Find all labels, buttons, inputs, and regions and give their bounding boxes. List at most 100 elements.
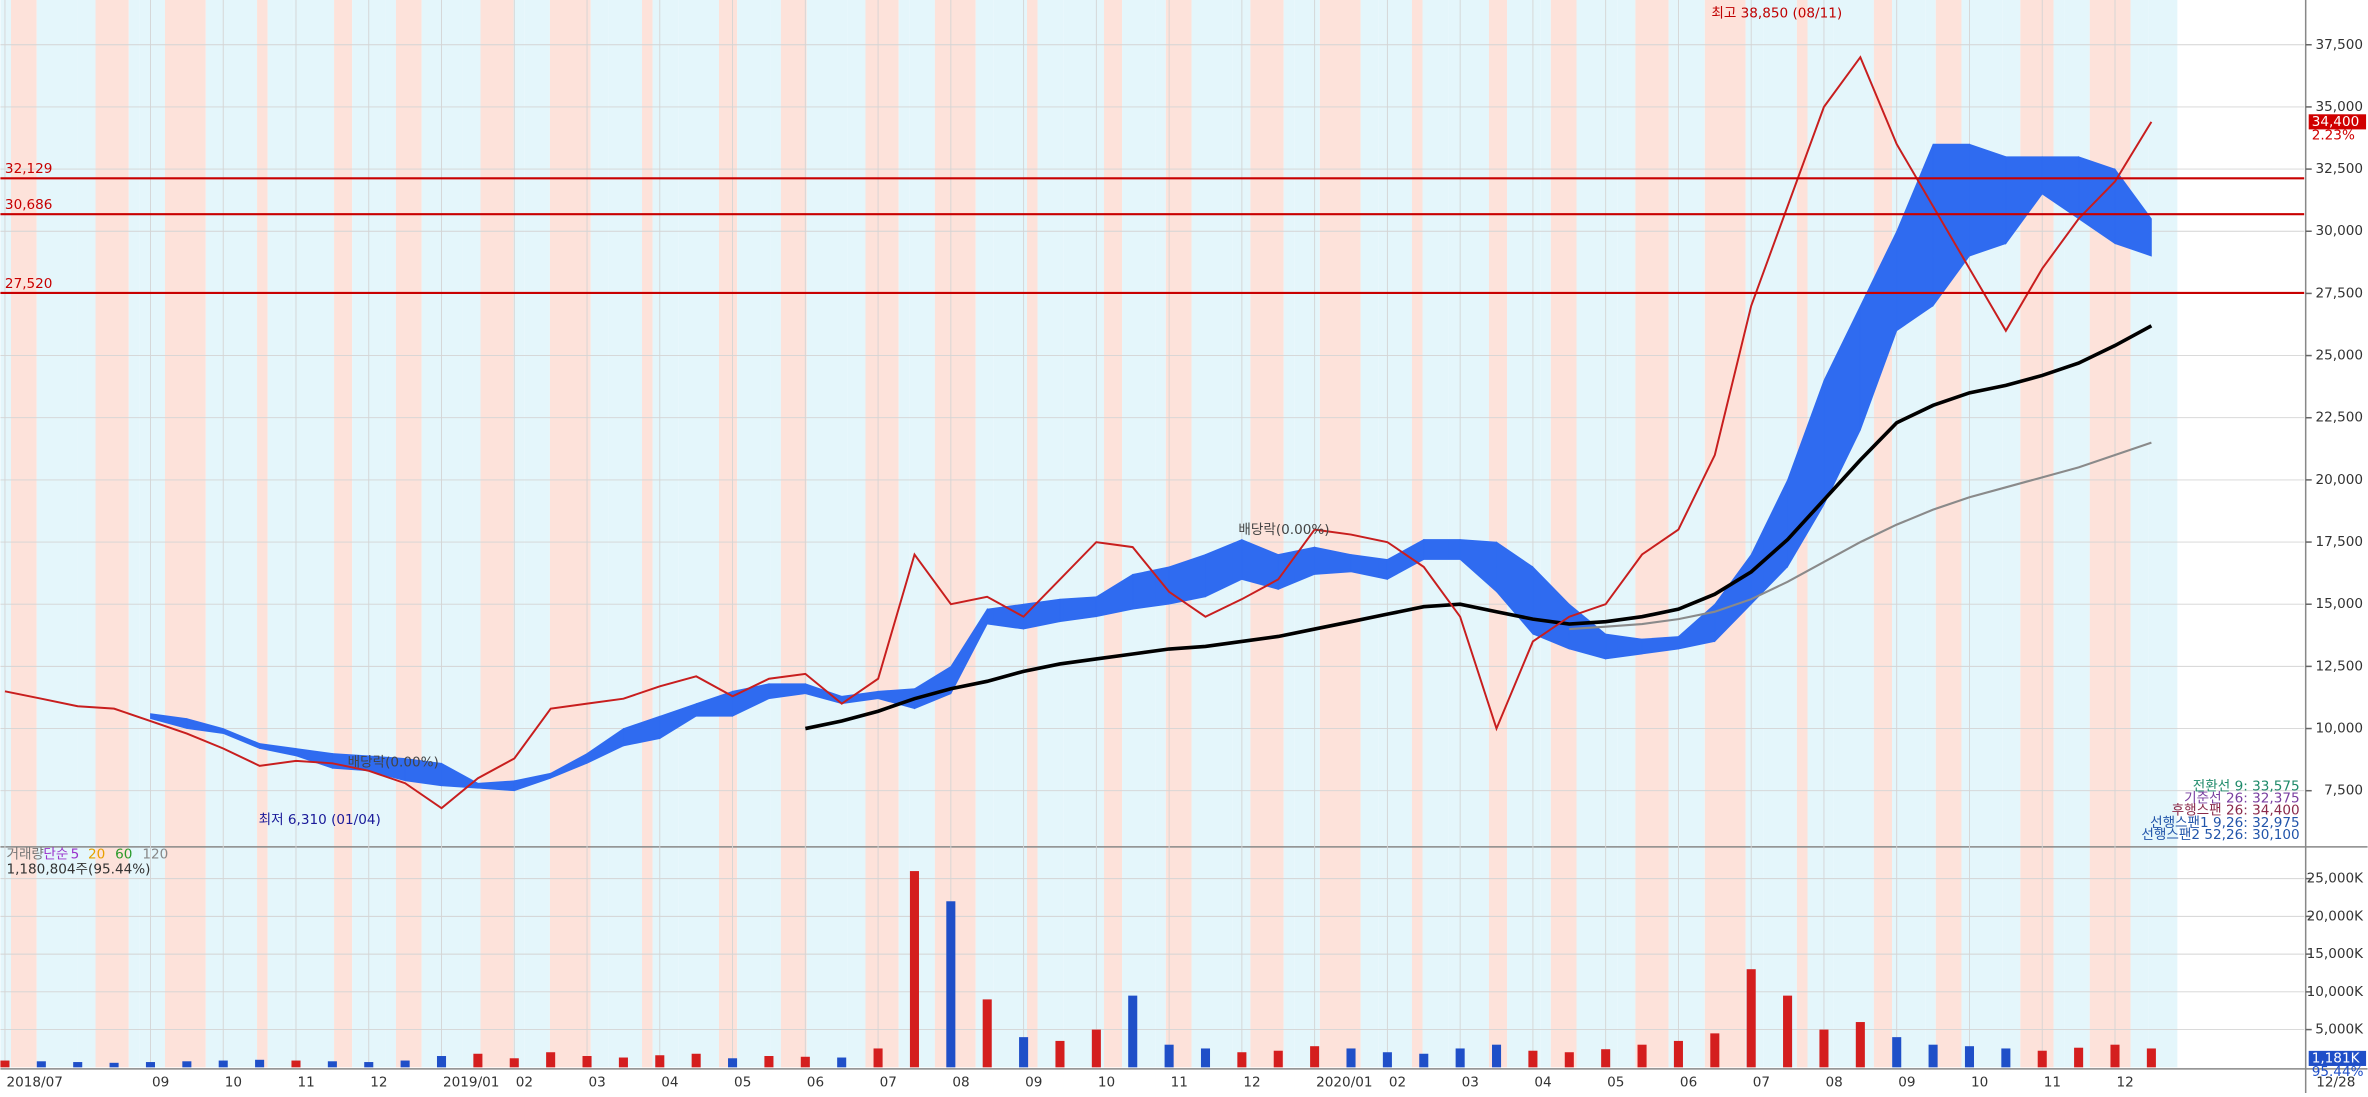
stripe — [1378, 0, 1412, 1068]
volume-bar — [982, 999, 992, 1068]
volume-bar — [2146, 1048, 2156, 1068]
volume-bar — [2110, 1044, 2120, 1068]
stripe — [737, 0, 771, 1068]
x-tick-label: 11 — [2044, 1074, 2061, 1090]
volume-bar — [291, 1060, 301, 1068]
volume-legend-text: 20 — [88, 846, 105, 862]
volume-bar — [109, 1062, 119, 1068]
x-tick-label: 12 — [370, 1074, 387, 1090]
stripe — [549, 0, 591, 1068]
annotation: 최고 38,850 (08/11) — [1711, 6, 1842, 22]
stripe — [2148, 0, 2178, 1068]
last-price-label: 34,400 — [2312, 114, 2360, 130]
volume-bar — [1200, 1048, 1211, 1068]
stripe — [1925, 0, 1936, 1068]
stripe — [608, 0, 643, 1068]
stripe — [1026, 0, 1038, 1068]
x-tick-label: 06 — [1680, 1074, 1697, 1090]
x-tick-label: 2018/07 — [6, 1074, 62, 1090]
legend-text: 선행스팬2 52,26: 30,100 — [2141, 827, 2299, 843]
x-tick-label: 02 — [1389, 1074, 1406, 1090]
volume-bar — [473, 1053, 483, 1068]
annotation: 배당락(0.00%) — [348, 754, 439, 770]
x-tick-label: 10 — [225, 1074, 242, 1090]
stripe — [865, 0, 899, 1068]
ma240-line — [1569, 441, 2152, 631]
volume-legend-text: 거래량 — [6, 846, 44, 862]
x-tick-label: 12 — [1243, 1074, 1260, 1090]
last-change-label: 2.23% — [2312, 127, 2355, 143]
stripe — [1165, 0, 1192, 1068]
y-tick-label: 15,000K — [2307, 946, 2365, 962]
volume-bar — [1746, 969, 1756, 1068]
stripe — [1283, 0, 1295, 1068]
stripe — [139, 0, 165, 1068]
x-tick-label: 2020/01 — [1316, 1074, 1372, 1090]
volume-bar — [1419, 1053, 1429, 1068]
cloud — [2114, 167, 2152, 257]
volume-bar — [1564, 1052, 1574, 1068]
stripe — [1576, 0, 1618, 1068]
y-tick-label: 25,000 — [2316, 348, 2364, 364]
volume-last-box — [2308, 1050, 2367, 1066]
y-tick-label: 25,000K — [2307, 871, 2365, 887]
stripe — [1807, 0, 1834, 1068]
y-tick-label: 7,500 — [2324, 783, 2363, 799]
session-stripes — [0, 0, 2178, 1068]
stripe — [205, 0, 224, 1068]
stripe — [719, 0, 738, 1068]
volume-bar — [2001, 1048, 2011, 1068]
stripe — [1411, 0, 1423, 1068]
x-tick-label: 2019/01 — [443, 1074, 499, 1090]
volume-bar — [0, 1060, 10, 1068]
volume-bar — [364, 1062, 374, 1068]
volume-bar — [509, 1058, 519, 1068]
volume-bar — [1528, 1050, 1538, 1068]
volume-bar — [400, 1060, 410, 1068]
stripe — [993, 0, 1027, 1068]
x-tick-label: 11 — [1171, 1074, 1188, 1090]
volume-bar — [655, 1055, 665, 1068]
x-tick-label: 09 — [1025, 1074, 1042, 1090]
volume-bar — [327, 1061, 337, 1068]
legend-text: 후행스팬 26: 34,400 — [2172, 803, 2300, 819]
stripe — [524, 0, 550, 1068]
volume-bar — [1055, 1040, 1065, 1068]
stripe — [421, 0, 463, 1068]
stripe — [480, 0, 514, 1068]
y-tick-label: 20,000K — [2307, 908, 2365, 924]
volume-bar — [2074, 1047, 2084, 1068]
stripe — [1422, 0, 1449, 1068]
x-end-label: 12/28 — [2316, 1074, 2355, 1090]
stripe — [36, 0, 78, 1068]
volume-bar — [909, 871, 919, 1068]
volume-bar — [1273, 1050, 1283, 1068]
volume-bar — [1637, 1044, 1647, 1068]
stripe — [77, 0, 96, 1068]
x-tick-label: 12 — [2117, 1074, 2134, 1090]
volume-ratio-label: 95.44% — [2312, 1064, 2364, 1080]
volume-bar — [837, 1057, 847, 1068]
annotation: 최저 6,310 (01/04) — [259, 812, 381, 828]
x-tick-label: 11 — [297, 1074, 314, 1090]
volume-bar — [1964, 1046, 1975, 1068]
stripe — [652, 0, 679, 1068]
volume-bar — [691, 1053, 701, 1068]
last-price-box — [2308, 114, 2367, 130]
volume-bar — [618, 1057, 628, 1068]
volume-bar — [182, 1061, 192, 1068]
y-tick-label: 27,500 — [2316, 285, 2364, 301]
stripe — [1191, 0, 1233, 1068]
stripe — [95, 0, 129, 1068]
level-label: 30,686 — [5, 197, 53, 213]
y-tick-label: 37,500 — [2316, 37, 2364, 53]
y-tick-label: 5,000K — [2315, 1022, 2364, 1038]
x-tick-label: 04 — [1534, 1074, 1551, 1090]
x-tick-label: 03 — [589, 1074, 606, 1090]
stripe — [770, 0, 781, 1068]
stripe — [128, 0, 140, 1068]
stripe — [1704, 0, 1746, 1068]
stripe — [293, 0, 335, 1068]
volume-bar — [255, 1059, 265, 1068]
volume-bar — [218, 1060, 228, 1068]
